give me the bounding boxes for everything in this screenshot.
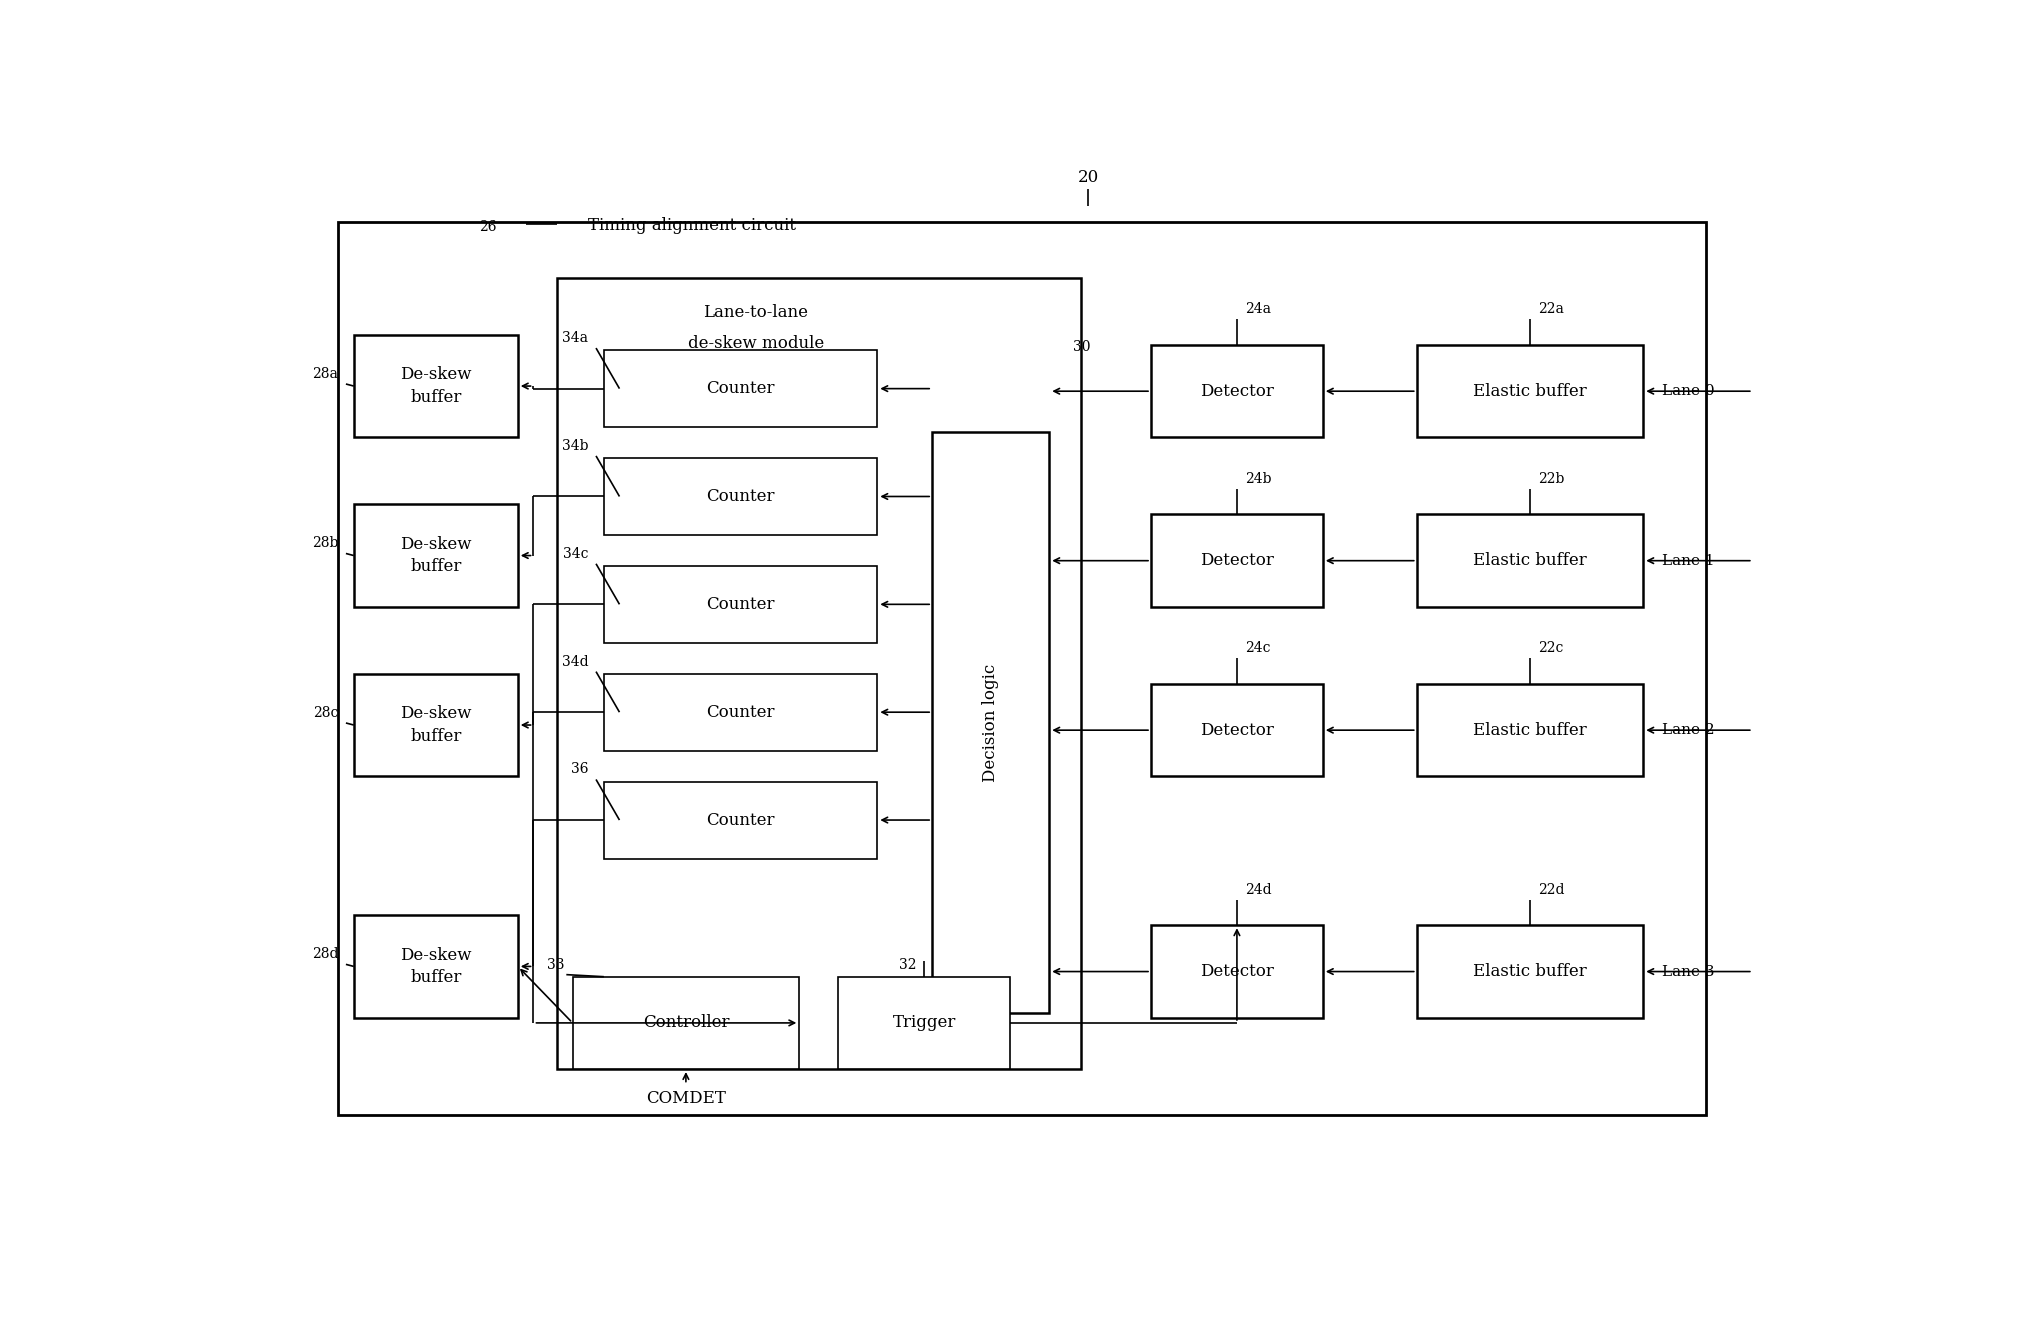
Text: 34d: 34d bbox=[561, 655, 589, 668]
Text: 22c: 22c bbox=[1537, 642, 1563, 655]
Text: Decision logic: Decision logic bbox=[982, 663, 998, 782]
Text: Counter: Counter bbox=[706, 704, 775, 720]
Text: Counter: Counter bbox=[706, 596, 775, 612]
Text: De-skew
buffer: De-skew buffer bbox=[399, 536, 472, 575]
FancyBboxPatch shape bbox=[1152, 515, 1323, 607]
Text: De-skew
buffer: De-skew buffer bbox=[399, 947, 472, 986]
Text: Elastic buffer: Elastic buffer bbox=[1472, 552, 1587, 570]
FancyBboxPatch shape bbox=[353, 335, 518, 438]
Text: De-skew
buffer: De-skew buffer bbox=[399, 706, 472, 744]
Text: 24c: 24c bbox=[1244, 642, 1271, 655]
FancyBboxPatch shape bbox=[839, 976, 1011, 1069]
Text: Lane-to-lane: Lane-to-lane bbox=[704, 304, 809, 321]
Text: Timing alignment circuit: Timing alignment circuit bbox=[589, 217, 797, 233]
FancyBboxPatch shape bbox=[1152, 926, 1323, 1018]
FancyBboxPatch shape bbox=[603, 782, 877, 859]
Text: Counter: Counter bbox=[706, 811, 775, 828]
Text: 20: 20 bbox=[1077, 169, 1099, 185]
Text: Counter: Counter bbox=[706, 488, 775, 506]
Text: Elastic buffer: Elastic buffer bbox=[1472, 963, 1587, 980]
Text: 28a: 28a bbox=[313, 367, 339, 382]
Text: Detector: Detector bbox=[1200, 383, 1275, 400]
FancyBboxPatch shape bbox=[603, 566, 877, 643]
Text: Elastic buffer: Elastic buffer bbox=[1472, 383, 1587, 400]
Text: Detector: Detector bbox=[1200, 552, 1275, 570]
Text: 22a: 22a bbox=[1537, 303, 1563, 316]
FancyBboxPatch shape bbox=[1416, 926, 1644, 1018]
Text: 34a: 34a bbox=[563, 331, 589, 346]
Text: Detector: Detector bbox=[1200, 722, 1275, 739]
FancyBboxPatch shape bbox=[557, 279, 1081, 1069]
Text: 28b: 28b bbox=[313, 536, 339, 551]
Text: 36: 36 bbox=[571, 763, 589, 776]
FancyBboxPatch shape bbox=[1152, 684, 1323, 776]
Text: 32: 32 bbox=[900, 958, 916, 971]
FancyBboxPatch shape bbox=[573, 976, 799, 1069]
Text: 34b: 34b bbox=[561, 439, 589, 452]
FancyBboxPatch shape bbox=[1416, 346, 1644, 438]
FancyBboxPatch shape bbox=[603, 350, 877, 427]
FancyBboxPatch shape bbox=[353, 915, 518, 1018]
Text: Detector: Detector bbox=[1200, 963, 1275, 980]
Text: 22b: 22b bbox=[1537, 472, 1565, 486]
Text: Counter: Counter bbox=[706, 380, 775, 398]
Text: Controller: Controller bbox=[643, 1014, 730, 1031]
Text: Elastic buffer: Elastic buffer bbox=[1472, 722, 1587, 739]
Text: Lane 3: Lane 3 bbox=[1662, 964, 1714, 979]
Text: Lane 0: Lane 0 bbox=[1662, 384, 1714, 398]
FancyBboxPatch shape bbox=[1416, 515, 1644, 607]
Text: 30: 30 bbox=[1073, 340, 1091, 354]
FancyBboxPatch shape bbox=[353, 504, 518, 607]
Text: 28d: 28d bbox=[311, 947, 339, 962]
Text: COMDET: COMDET bbox=[645, 1090, 726, 1107]
Text: 33: 33 bbox=[547, 958, 565, 971]
FancyBboxPatch shape bbox=[353, 674, 518, 776]
Text: 24a: 24a bbox=[1244, 303, 1271, 316]
Text: Lane 2: Lane 2 bbox=[1662, 723, 1714, 738]
FancyBboxPatch shape bbox=[1152, 346, 1323, 438]
Text: de-skew module: de-skew module bbox=[688, 335, 825, 352]
Text: 24b: 24b bbox=[1244, 472, 1271, 486]
Text: 34c: 34c bbox=[563, 547, 589, 560]
FancyBboxPatch shape bbox=[1416, 684, 1644, 776]
Text: 26: 26 bbox=[478, 220, 496, 233]
Text: 24d: 24d bbox=[1244, 883, 1271, 896]
FancyBboxPatch shape bbox=[932, 432, 1049, 1013]
Text: Trigger: Trigger bbox=[894, 1014, 956, 1031]
Text: 28c: 28c bbox=[313, 706, 339, 720]
FancyBboxPatch shape bbox=[339, 221, 1706, 1115]
Text: 22d: 22d bbox=[1537, 883, 1565, 896]
FancyBboxPatch shape bbox=[603, 674, 877, 751]
Text: De-skew
buffer: De-skew buffer bbox=[399, 367, 472, 406]
Text: Lane 1: Lane 1 bbox=[1662, 554, 1714, 568]
FancyBboxPatch shape bbox=[603, 458, 877, 535]
